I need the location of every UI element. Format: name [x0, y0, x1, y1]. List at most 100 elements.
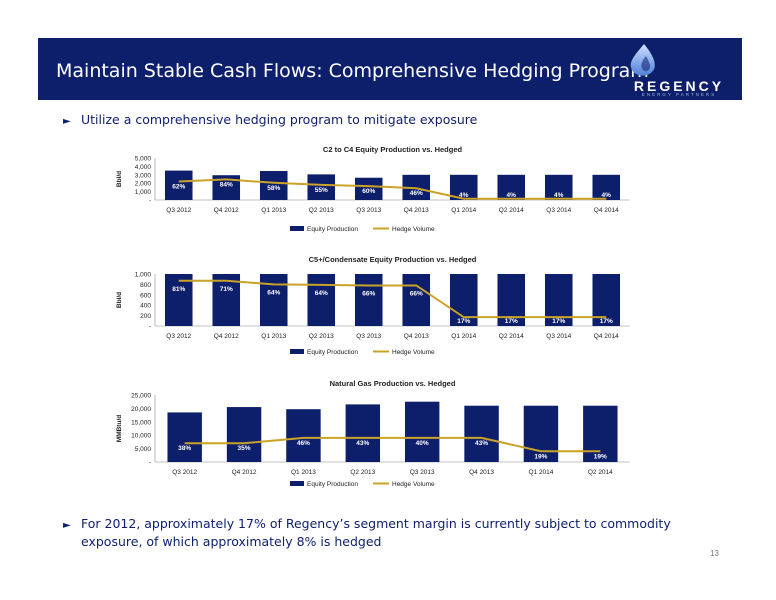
y-tick-label: 2,000 [135, 181, 152, 188]
equity-production-bar [523, 405, 559, 462]
legend-swatch-production [290, 226, 304, 231]
x-tick-label: Q1 2014 [451, 207, 476, 214]
hedge-volume-line [178, 178, 607, 200]
y-tick-label: 10,000 [131, 433, 151, 440]
hedge-percent-label: 62% [172, 184, 185, 191]
y-tick-label: 200 [140, 313, 151, 320]
title-banner: Maintain Stable Cash Flows: Comprehensiv… [38, 38, 742, 100]
equity-production-bar [354, 177, 383, 200]
hedge-percent-label: 58% [267, 185, 280, 192]
equity-production-bar [497, 174, 526, 200]
legend-swatch-production [290, 349, 304, 354]
x-tick-label: Q4 2014 [594, 207, 619, 214]
x-tick-label: Q4 2014 [594, 333, 619, 340]
y-tick-label: 15,000 [131, 419, 151, 426]
page-number: 13 [710, 549, 719, 558]
hedge-volume-line [184, 436, 601, 453]
y-tick-label: 3,000 [135, 172, 152, 179]
legend-label-hedge: Hedge Volume [392, 349, 435, 356]
hedge-percent-label: 64% [267, 289, 280, 296]
hedge-percent-label: 66% [410, 290, 423, 297]
equity-production-bar [592, 174, 621, 200]
hedge-percent-label: 81% [172, 286, 185, 293]
y-tick-label: 600 [140, 292, 151, 299]
logo-tagline: ENERGY PARTNERS [641, 92, 717, 97]
hedge-percent-label: 4% [459, 192, 469, 199]
x-tick-label: Q2 2013 [309, 207, 334, 214]
legend-label-hedge: Hedge Volume [392, 226, 435, 233]
equity-production-bar [164, 274, 193, 326]
x-tick-label: Q4 2012 [214, 333, 239, 340]
bullet-arrow-icon: ► [63, 116, 71, 127]
y-axis-label: Bbl/d [116, 171, 123, 187]
y-tick-label: - [149, 198, 151, 205]
equity-production-bar [544, 174, 573, 200]
hedge-percent-label: 19% [534, 453, 547, 460]
y-axis-label: MMBtu/d [116, 415, 123, 442]
hedge-volume-line [178, 279, 607, 319]
equity-production-bar [212, 274, 241, 326]
x-tick-label: Q4 2013 [404, 207, 429, 214]
hedge-percent-label: 43% [356, 440, 369, 447]
x-tick-label: Q3 2013 [356, 207, 381, 214]
hedge-percent-label: 71% [220, 286, 233, 293]
x-tick-label: Q2 2013 [350, 469, 375, 476]
hedge-percent-label: 46% [410, 190, 423, 197]
hedge-percent-label: 4% [554, 192, 564, 199]
y-tick-label: 4,000 [135, 164, 152, 171]
equity-production-bar [286, 409, 321, 462]
page-title: Maintain Stable Cash Flows: Comprehensiv… [56, 60, 649, 82]
equity-production-bar [164, 170, 193, 200]
x-tick-label: Q3 2013 [410, 469, 435, 476]
y-tick-label: 5,000 [135, 446, 152, 453]
y-axis-label: Bbl/d [116, 292, 123, 308]
x-tick-label: Q1 2013 [261, 207, 286, 214]
hedge-percent-label: 55% [315, 187, 328, 194]
equity-production-bar [404, 401, 440, 462]
hedge-percent-label: 38% [178, 445, 191, 452]
hedge-percent-label: 35% [238, 445, 251, 452]
chart-title: C2 to C4 Equity Production vs. Hedged [323, 145, 463, 154]
y-tick-label: 25,000 [131, 393, 151, 400]
bullet-1-text: Utilize a comprehensive hedging program … [81, 112, 478, 127]
y-tick-label: 1,000 [135, 189, 152, 196]
hedge-percent-label: 17% [600, 318, 613, 325]
equity-production-bar [402, 274, 431, 326]
x-tick-label: Q1 2013 [291, 469, 316, 476]
y-tick-label: 800 [140, 282, 151, 289]
hedge-percent-label: 84% [220, 181, 233, 188]
hedge-percent-label: 46% [297, 440, 310, 447]
hedge-percent-label: 66% [362, 290, 375, 297]
legend-label-production: Equity Production [307, 349, 358, 356]
hedge-percent-label: 17% [457, 318, 470, 325]
equity-production-bar [345, 404, 381, 462]
hedge-percent-label: 40% [416, 440, 429, 447]
hedge-percent-label: 43% [475, 440, 488, 447]
equity-production-bar [259, 274, 288, 326]
legend-label-production: Equity Production [307, 481, 358, 488]
x-tick-label: Q3 2012 [166, 207, 191, 214]
x-tick-label: Q4 2012 [214, 207, 239, 214]
x-tick-label: Q2 2014 [499, 207, 524, 214]
flame-icon [630, 44, 655, 76]
equity-production-bar [354, 274, 383, 326]
legend-label-hedge: Hedge Volume [392, 481, 435, 488]
x-tick-label: Q2 2014 [588, 469, 613, 476]
equity-production-bar [167, 412, 202, 462]
hedge-percent-label: 64% [315, 290, 328, 297]
bullet-arrow-icon: ► [63, 520, 71, 531]
equity-production-bar [307, 174, 336, 200]
company-logo: REGENCY ENERGY PARTNERS [624, 42, 734, 98]
hedge-percent-label: 17% [505, 318, 518, 325]
hedge-percent-label: 60% [362, 188, 375, 195]
chart-title: Natural Gas Production vs. Hedged [330, 379, 456, 388]
y-tick-label: 5,000 [135, 156, 152, 163]
hedge-percent-label: 4% [507, 192, 517, 199]
y-tick-label: 1,000 [135, 272, 152, 279]
y-tick-label: - [149, 324, 151, 331]
equity-production-bar [259, 171, 288, 200]
legend-label-production: Equity Production [307, 226, 358, 233]
y-tick-label: - [149, 460, 151, 467]
x-tick-label: Q1 2013 [261, 333, 286, 340]
